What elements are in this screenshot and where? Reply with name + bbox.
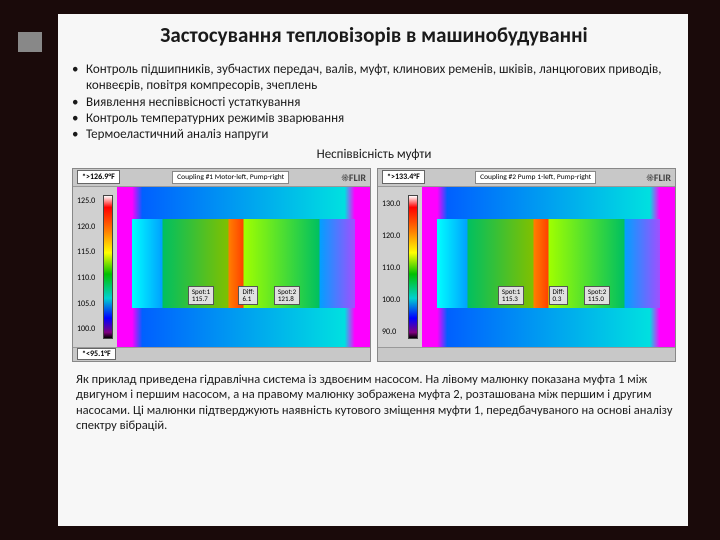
temp-low-label: *<95.1°F bbox=[77, 348, 116, 360]
flir-logo: ☀FLIR bbox=[342, 171, 366, 184]
thermal-caption: Coupling #1 Motor-left, Pump-right bbox=[172, 171, 289, 184]
temp-high-label: *>126.9°F bbox=[77, 170, 120, 184]
thermal-footer: *<95.1°F bbox=[73, 347, 370, 361]
thermal-scale: 125.0 120.0 115.0 110.0 105.0 100.0 bbox=[73, 187, 117, 347]
thermal-view: Spot:1115.7 Diff:6.1 Spot:2121.8 bbox=[117, 187, 370, 347]
colorbar bbox=[103, 195, 113, 339]
colorbar bbox=[408, 195, 418, 339]
thermal-image-right: *>133.4°F Coupling #2 Pump 1-left, Pump-… bbox=[377, 168, 676, 362]
spot-reading: Spot:1115.3 bbox=[498, 286, 524, 305]
thermal-images-row: *>126.9°F Coupling #1 Motor-left, Pump-r… bbox=[72, 168, 676, 362]
bullet-list: •Контроль підшипників, зубчастих передач… bbox=[72, 62, 676, 143]
figure-subtitle: Неспіввісність муфти bbox=[72, 147, 676, 163]
thermal-caption: Coupling #2 Pump 1-left, Pump-right bbox=[475, 171, 596, 184]
bullet-item: •Виявлення неспіввісності устаткування bbox=[72, 95, 676, 111]
thermal-image-left: *>126.9°F Coupling #1 Motor-left, Pump-r… bbox=[72, 168, 371, 362]
bullet-item: •Контроль температурних режимів зварюван… bbox=[72, 111, 676, 127]
spot-reading: Diff:6.1 bbox=[238, 286, 258, 305]
thermal-footer bbox=[378, 347, 675, 361]
temp-high-label: *>133.4°F bbox=[382, 170, 425, 184]
spot-reading: Spot:2121.8 bbox=[274, 286, 300, 305]
spot-reading: Spot:2115.0 bbox=[584, 286, 610, 305]
thermal-view: Spot:1115.3 Diff:0.3 Spot:2115.0 bbox=[422, 187, 675, 347]
thermal-header: *>133.4°F Coupling #2 Pump 1-left, Pump-… bbox=[378, 169, 675, 187]
thermal-scale: 130.0 120.0 110.0 100.0 90.0 bbox=[378, 187, 422, 347]
flir-logo: ☀FLIR bbox=[647, 171, 671, 184]
figure-caption: Як приклад приведена гідравлічна система… bbox=[72, 372, 676, 435]
spot-reading: Diff:0.3 bbox=[549, 286, 569, 305]
thermal-header: *>126.9°F Coupling #1 Motor-left, Pump-r… bbox=[73, 169, 370, 187]
spot-reading: Spot:1115.7 bbox=[188, 286, 214, 305]
bullet-item: •Термоеластичний аналіз напруги bbox=[72, 127, 676, 143]
slide-content: Застосування тепловізорів в машинобудува… bbox=[0, 0, 720, 540]
slide-title: Застосування тепловізорів в машинобудува… bbox=[72, 22, 676, 48]
bullet-item: •Контроль підшипників, зубчастих передач… bbox=[72, 62, 676, 95]
